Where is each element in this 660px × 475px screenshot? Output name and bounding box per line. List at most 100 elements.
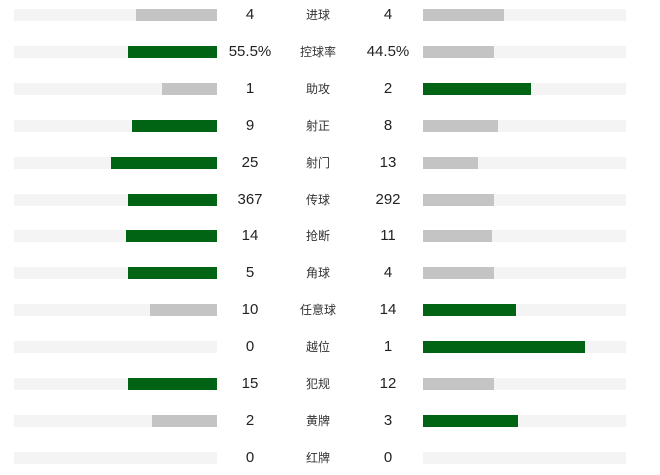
home-value: 4: [245, 6, 255, 23]
away-bar-track: [423, 451, 626, 464]
stat-row: 1 助攻 2: [0, 79, 660, 99]
away-bar-track: [423, 45, 626, 58]
home-bar-fill: [152, 414, 217, 427]
away-bar-track: [423, 304, 626, 317]
away-value: 292: [375, 190, 401, 208]
stat-label: 越位: [305, 340, 330, 355]
home-bar-track: [14, 267, 217, 280]
away-bar-track: [423, 378, 626, 390]
home-bar-fill: [111, 156, 217, 169]
stat-label: 助攻: [305, 81, 330, 96]
stat-row: 2 黄牌 3: [0, 411, 660, 431]
home-bar-fill: [150, 304, 217, 317]
away-bar-fill: [423, 156, 478, 169]
stat-row: 10 任意球 14: [0, 300, 660, 320]
stat-row: 25 射门 13: [0, 153, 660, 173]
home-bar-track: [14, 193, 217, 206]
away-value: 12: [379, 375, 397, 392]
home-bar-fill: [127, 267, 217, 280]
home-bar-fill: [135, 9, 217, 21]
away-bar-fill: [423, 230, 493, 243]
home-value: 25: [241, 153, 259, 171]
away-value: 14: [379, 301, 397, 319]
home-value: 15: [241, 375, 259, 392]
away-bar-fill: [423, 9, 505, 21]
home-bar-track: [14, 378, 217, 390]
home-bar-track: [14, 304, 217, 317]
away-value: 11: [380, 227, 396, 245]
stat-row: 14 抢断 11: [0, 226, 660, 246]
stat-row: 15 犯规 12: [0, 374, 660, 394]
home-value: 55.5%: [228, 42, 272, 60]
stat-row: 55.5% 控球率 44.5%: [0, 42, 660, 62]
away-value: 1: [383, 338, 393, 356]
home-value: 10: [241, 301, 259, 319]
stat-row: 0 红牌 0: [0, 448, 660, 468]
home-bar-track: [14, 230, 217, 243]
stat-row: 4 进球 4: [0, 5, 660, 25]
home-bar-track: [14, 451, 217, 464]
away-bar-track: [423, 9, 626, 21]
away-bar-track: [423, 230, 626, 243]
stat-label: 射正: [305, 118, 330, 133]
away-value: 44.5%: [366, 42, 410, 60]
home-value: 0: [245, 338, 255, 356]
stat-label: 黄牌: [305, 413, 330, 428]
home-bar-fill: [127, 378, 217, 390]
stat-label: 犯规: [305, 377, 330, 391]
home-bar-track: [14, 9, 217, 21]
home-bar-fill: [131, 119, 217, 132]
away-bar-fill: [423, 267, 495, 280]
stat-label: 任意球: [299, 303, 336, 318]
away-bar-track: [423, 156, 626, 169]
away-bar-fill: [423, 193, 495, 206]
away-bar-fill: [423, 304, 517, 317]
home-value: 367: [237, 190, 263, 208]
stat-row: 367 传球 292: [0, 190, 660, 210]
away-value: 4: [383, 264, 393, 282]
home-value: 2: [245, 411, 255, 429]
away-bar-fill: [423, 341, 586, 354]
away-bar-track: [423, 341, 626, 354]
stat-row: 0 越位 1: [0, 337, 660, 357]
home-value: 9: [245, 116, 255, 134]
home-bar-fill: [127, 193, 217, 206]
home-bar-track: [14, 45, 217, 58]
away-value: 0: [383, 448, 393, 466]
away-value: 4: [383, 6, 393, 23]
away-bar-fill: [423, 414, 519, 427]
stat-row: 9 射正 8: [0, 116, 660, 136]
stat-label: 角球: [305, 266, 330, 281]
home-value: 0: [245, 448, 255, 466]
away-bar-track: [423, 267, 626, 280]
home-bar-track: [14, 341, 217, 354]
home-value: 1: [245, 79, 255, 97]
home-bar-track: [14, 82, 217, 95]
stat-label: 红牌: [305, 450, 330, 465]
home-value: 14: [241, 227, 259, 245]
home-bar-track: [14, 119, 217, 132]
home-bar-fill: [125, 230, 217, 243]
away-bar-track: [423, 119, 626, 132]
away-bar-track: [423, 414, 626, 427]
home-bar-track: [14, 156, 217, 169]
away-value: 3: [383, 411, 393, 429]
away-bar-fill: [423, 45, 495, 58]
stat-label: 射门: [305, 155, 330, 170]
stat-label: 进球: [305, 8, 330, 22]
stat-label: 抢断: [305, 229, 330, 244]
away-bar-fill: [423, 119, 499, 132]
home-bar-track: [14, 414, 217, 427]
away-bar-track: [423, 82, 626, 95]
home-bar-fill: [127, 45, 217, 58]
away-value: 8: [383, 116, 393, 134]
stat-row: 5 角球 4: [0, 263, 660, 283]
away-bar-fill: [423, 378, 495, 390]
stat-label: 传球: [305, 192, 330, 207]
home-bar-fill: [162, 82, 217, 95]
away-bar-fill: [423, 82, 531, 95]
away-value: 13: [379, 153, 397, 171]
away-bar-track: [423, 193, 626, 206]
home-value: 5: [245, 264, 255, 282]
away-value: 2: [383, 79, 393, 97]
